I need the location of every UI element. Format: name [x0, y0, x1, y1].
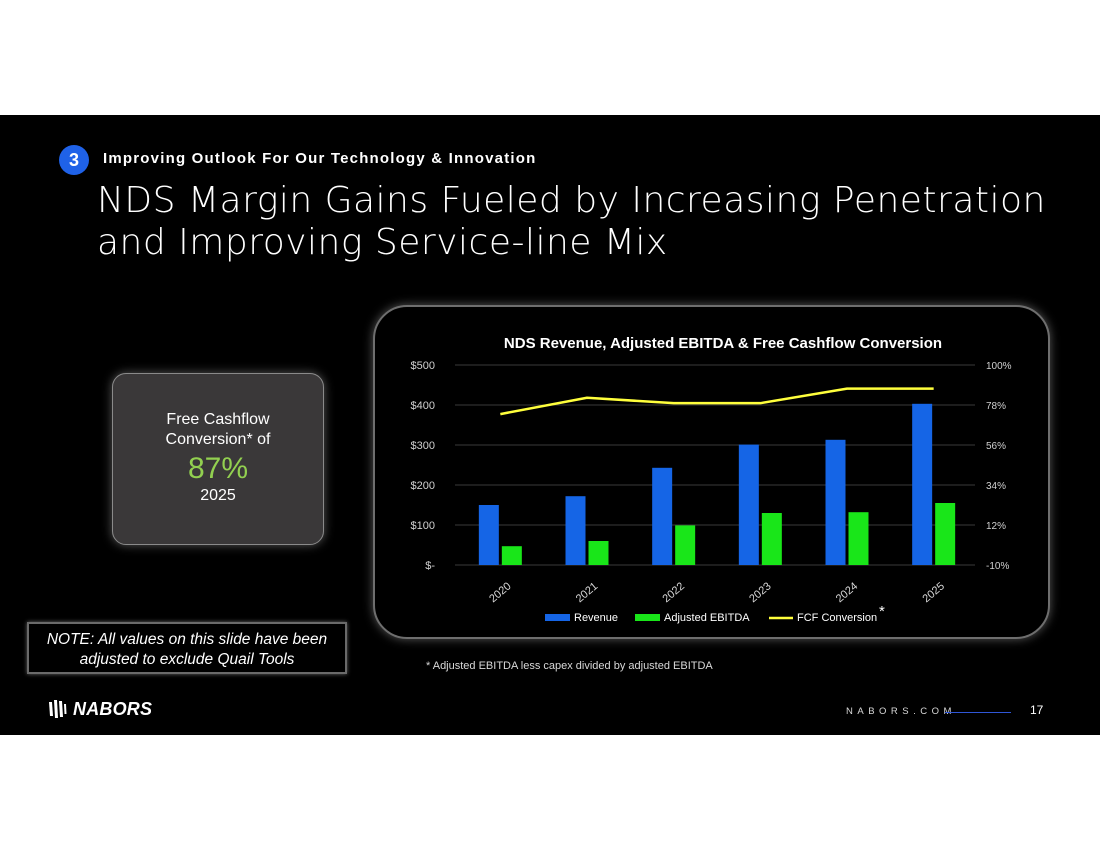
page-title: NDS Margin Gains Fueled by Increasing Pe…	[97, 180, 1057, 264]
footer-divider	[945, 712, 1011, 713]
y-right-tick-label: 34%	[986, 481, 1006, 492]
y-left-tick-label: $300	[411, 440, 435, 452]
legend-revenue-swatch	[545, 614, 570, 621]
note-line-2: adjusted to exclude Quail Tools	[79, 651, 295, 668]
revenue-bar	[478, 505, 499, 565]
y-left-tick-label: $500	[411, 360, 435, 372]
fcf-callout-year: 2025	[200, 487, 236, 504]
revenue-bar	[825, 439, 846, 565]
nabors-logo-text: NABORS	[73, 698, 153, 719]
adjusted-ebitda-bar	[761, 513, 782, 565]
revenue-bar	[652, 467, 673, 565]
legend-fcf-asterisk: *	[879, 603, 885, 620]
y-left-tick-label: $-	[425, 560, 435, 572]
nabors-logo-mark-icon	[49, 700, 67, 718]
legend-revenue-label: Revenue	[574, 612, 618, 624]
y-left-tick-label: $100	[411, 520, 435, 532]
y-right-tick-label: 78%	[986, 401, 1006, 412]
fcf-callout-label: Free Cashflow Conversion* of	[113, 410, 323, 450]
chart-panel	[373, 305, 1050, 639]
fcf-conversion-line	[500, 387, 934, 416]
x-tick-label: 2022	[661, 580, 687, 605]
section-number-badge: 3	[59, 145, 89, 175]
x-tick-label: 2023	[747, 580, 773, 605]
x-tick-label: 2021	[574, 580, 600, 605]
legend-ebitda-swatch	[635, 614, 660, 621]
adjusted-ebitda-bar	[848, 512, 869, 565]
legend-ebitda-label: Adjusted EBITDA	[664, 612, 750, 624]
fcf-callout-label-line-1: Free Cashflow	[166, 411, 270, 428]
fcf-callout-value: 87%	[187, 452, 249, 485]
fcf-callout-label-line-2: Conversion* of	[165, 431, 271, 448]
adjusted-ebitda-bar	[675, 525, 696, 565]
y-left-tick-label: $200	[411, 480, 435, 492]
revenue-bar	[565, 496, 586, 565]
fcf-callout-box: Free Cashflow Conversion* of 87% 2025	[112, 373, 324, 545]
adjusted-ebitda-bar	[588, 541, 609, 565]
page-number: 17	[1030, 703, 1044, 717]
slide: 3 Improving Outlook For Our Technology &…	[0, 115, 1100, 735]
revenue-bar	[912, 403, 933, 565]
adjusted-ebitda-bar	[501, 546, 522, 565]
nabors-logo: NABORS	[47, 698, 152, 720]
adjusted-ebitda-bar	[935, 503, 956, 565]
revenue-bar	[738, 444, 759, 565]
x-tick-label: 2024	[834, 580, 860, 605]
note-line-1: NOTE: All values on this slide have been	[46, 631, 328, 648]
chart: NDS Revenue, Adjusted EBITDA & Free Cash…	[411, 335, 1012, 624]
y-right-tick-label: 100%	[986, 361, 1012, 372]
note-box: NOTE: All values on this slide have been…	[27, 622, 347, 674]
x-tick-label: 2025	[921, 580, 947, 605]
chart-footnote: * Adjusted EBITDA less capex divided by …	[426, 660, 713, 672]
y-right-tick-label: 56%	[986, 441, 1006, 452]
chart-title: NDS Revenue, Adjusted EBITDA & Free Cash…	[504, 335, 942, 352]
page-title-line-1: NDS Margin Gains Fueled by Increasing Pe…	[97, 180, 1046, 221]
y-right-tick-label: 12%	[986, 521, 1006, 532]
y-left-tick-label: $400	[411, 400, 435, 412]
legend-fcf-label: FCF Conversion	[797, 612, 877, 624]
x-tick-label: 2020	[487, 580, 513, 605]
page-title-line-2: and Improving Service-line Mix	[97, 222, 668, 263]
footer-website: NABORS.COM	[846, 706, 956, 717]
y-right-tick-label: -10%	[986, 561, 1009, 572]
section-title: Improving Outlook For Our Technology & I…	[103, 150, 537, 167]
